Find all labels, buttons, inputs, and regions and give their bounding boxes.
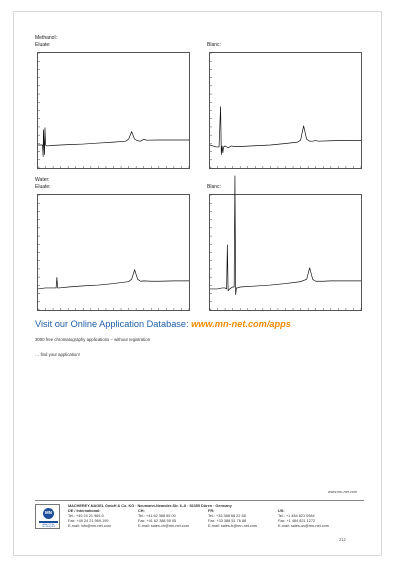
contact-fr-fax: Fax: +33 388 51 76 88 [208,519,247,523]
contact-de-email[interactable]: E-mail: info@mn-net.com [68,524,111,528]
chromatogram-methanol-eluate [37,52,190,169]
contact-fr-region: FR: [208,509,215,513]
chromatogram-plot [37,52,190,169]
chromatogram-water-blank [209,175,362,311]
section-water-title: Water: [35,177,50,183]
contact-de-tel: Tel.: +49 24 21 969-0 [68,514,104,518]
contact-ch-email[interactable]: E-mail: sales-ch@mn-net.com [138,524,189,528]
banner-text: Visit our Online Application Database: [35,319,192,329]
chromatogram-trace [210,175,361,296]
contact-ch-region: CH: [138,509,145,513]
chromatogram-trace [38,127,189,157]
logo-letters: MN [45,510,52,515]
contact-us-email[interactable]: E-mail: sales-us@mn-net.com [278,524,329,528]
chromatogram-plot [209,175,362,311]
footer-website[interactable]: www.mn-net.com [328,490,358,494]
water-eluate-label: Eluate: [35,184,51,190]
contact-fr-tel: Tel.: +33 388 68 22 68 [208,514,246,518]
page-number: 212 [339,537,346,542]
chromatogram-water-eluate [37,194,190,311]
contact-ch-tel: Tel.: +41 62 388 55 00 [138,514,176,518]
page-border [13,11,382,556]
methanol-eluate-label: Eluate: [35,42,51,48]
footer-divider [35,500,364,501]
contact-us-fax: Fax: +1 484 821 1272 [278,519,316,523]
mn-logo: MN ANALYTICAL TECHNIQUES [35,504,60,529]
section-methanol-title: Methanol: [35,35,57,41]
methanol-blank-label: Blanc: [207,42,221,48]
water-blank-label: Blanc: [207,184,221,190]
chromatogram-trace [209,106,361,155]
logo-emblem [43,508,54,519]
contact-ch-fax: Fax: +41 62 388 55 05 [138,519,177,523]
logo-caption: ANALYTICAL TECHNIQUES [41,524,56,528]
footer-company-address: MACHEREY-NAGEL GmbH & Co. KG · Neumann-N… [68,504,232,508]
chromatogram-plot [209,52,362,169]
contact-us-region: US: [278,509,285,513]
chromatogram-methanol-blank [209,52,362,169]
contact-de-fax: Fax: +49 24 21 969-199 [68,519,109,523]
contact-de-region: DE / International: [68,509,101,513]
chromatogram-trace [37,269,189,290]
application-database-banner: Visit our Online Application Database: w… [35,319,291,329]
logo-bar [39,521,58,523]
banner-subtext: 3000 free chromatography applications – … [35,337,151,342]
banner-find-text: … find your application! [35,352,80,357]
chromatogram-plot [37,194,190,311]
banner-url-link[interactable]: www.mn-net.com/apps [191,319,291,329]
contact-fr-email[interactable]: E-mail: sales-fr@mn-net.com [208,524,258,528]
contact-us-tel: Tel.: +1 484 821 0984 [278,514,315,518]
